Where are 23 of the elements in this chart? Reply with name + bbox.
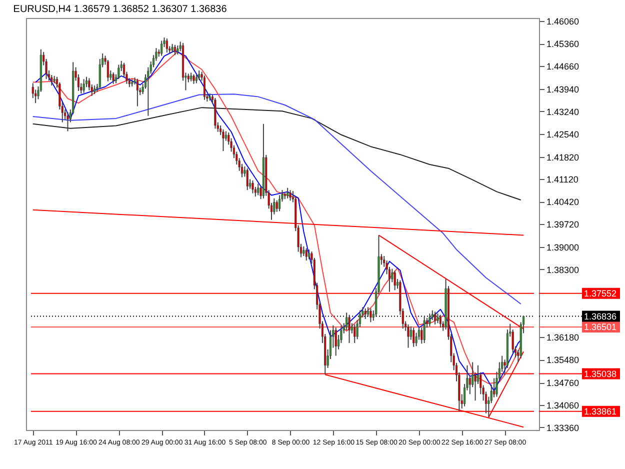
y-tick-label: 1.42540 [546,129,580,140]
y-tick-label: 1.40420 [546,197,580,208]
y-tick-label: 1.43240 [546,106,580,117]
y-tick-label: 1.44660 [546,61,580,72]
y-tick-label: 1.45360 [546,39,580,50]
y-tick-label: 1.34760 [546,378,580,388]
y-tick-label: 1.46060 [546,16,580,27]
y-tick-label: 1.43940 [546,84,580,95]
y-tick-label: 1.41120 [546,174,578,185]
y-tick-label: 1.38300 [546,264,580,275]
ref-line-label: 1.37552 [584,288,617,298]
ref-line-label: 1.36836 [584,311,617,322]
y-tick-label: 1.36180 [546,332,580,343]
ref-line-label: 1.33861 [584,406,617,416]
y-tick-label: 1.33360 [546,422,580,433]
y-tick-label: 1.41820 [546,152,580,162]
y-tick-label: 1.35480 [546,355,580,366]
chart-title: EURUSD,H4 1.36579 1.36852 1.36307 1.36836 [13,4,228,16]
y-tick-label: 1.34060 [546,400,580,411]
y-tick-label: 1.39000 [546,242,580,253]
ref-line-label: 1.35038 [584,368,617,379]
y-tick-label: 1.39720 [546,220,580,230]
ref-line-label: 1.36501 [584,322,617,332]
